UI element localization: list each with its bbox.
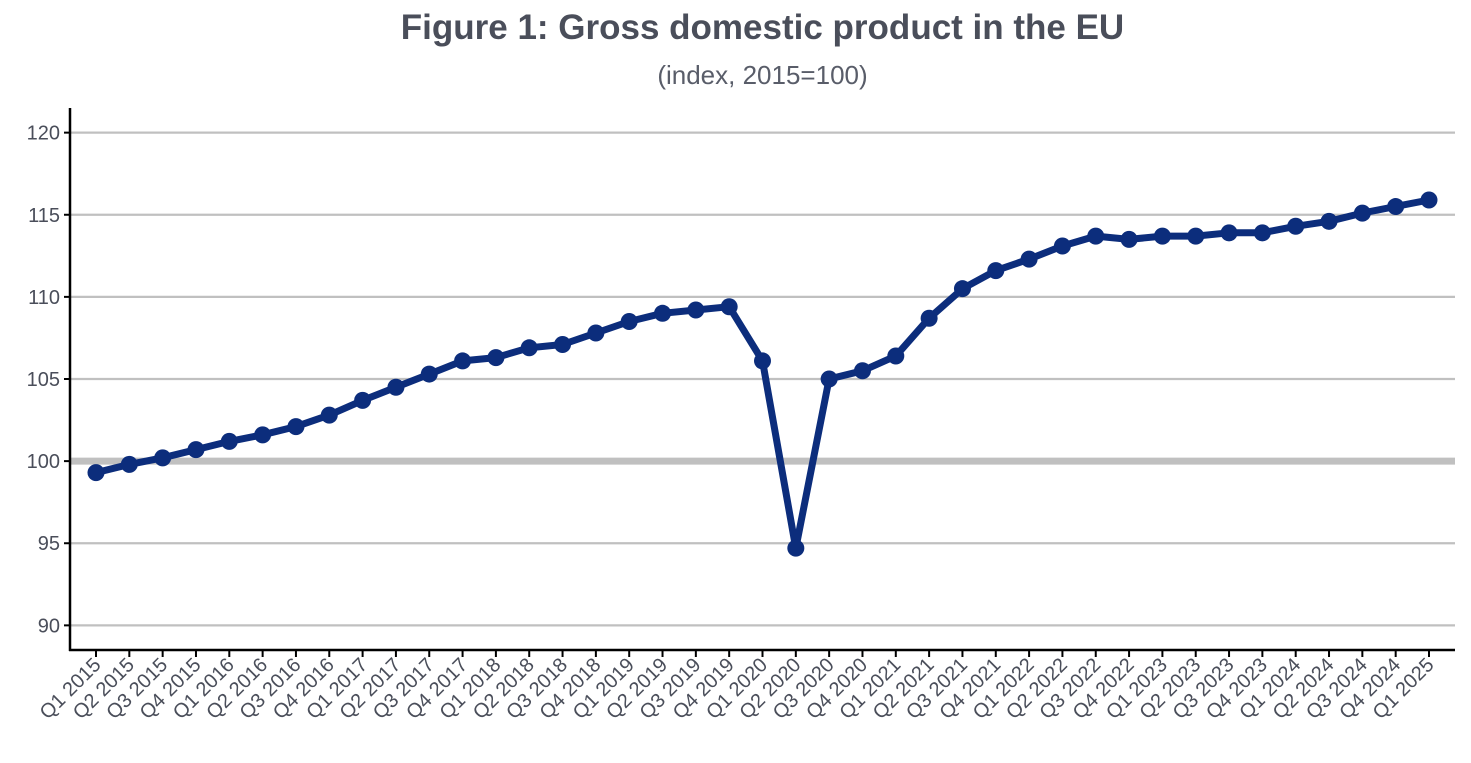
data-point [1253, 224, 1271, 242]
data-point [220, 432, 238, 450]
y-tick-label: 100 [27, 451, 60, 473]
data-point [1053, 237, 1071, 255]
data-point [1153, 227, 1171, 245]
data-point [1287, 217, 1305, 235]
data-point [520, 339, 538, 357]
data-point [1020, 250, 1038, 268]
data-point [1387, 198, 1405, 216]
chart-subtitle: (index, 2015=100) [657, 60, 868, 90]
data-point [820, 370, 838, 388]
data-point [287, 418, 305, 436]
data-point [387, 378, 405, 396]
data-point [754, 352, 771, 370]
chart-title: Figure 1: Gross domestic product in the … [400, 8, 1125, 47]
data-point [1120, 230, 1138, 248]
data-point [620, 313, 638, 331]
data-point [1087, 227, 1105, 245]
data-point [120, 455, 138, 473]
data-point [454, 352, 472, 370]
data-point [687, 301, 705, 319]
y-tick-label: 95 [38, 533, 60, 555]
axes [64, 108, 1455, 657]
data-point [254, 426, 272, 444]
data-point [87, 464, 105, 482]
data-point [154, 449, 172, 467]
y-tick-labels: 90 95 100 105 110 115 120 [27, 123, 60, 638]
data-point [853, 362, 871, 380]
data-point [1320, 212, 1338, 230]
data-point [587, 324, 605, 342]
series [87, 191, 1438, 557]
data-point [953, 280, 971, 298]
y-tick-label: 105 [27, 369, 60, 391]
data-point [487, 349, 505, 367]
y-tick-label: 115 [28, 205, 60, 227]
data-point [787, 539, 805, 557]
data-point [720, 298, 738, 316]
series-line [92, 196, 1433, 552]
data-point [887, 347, 905, 365]
data-point [420, 365, 438, 383]
y-tick-label: 90 [38, 615, 60, 637]
data-point [354, 391, 372, 409]
y-tick-label: 120 [27, 123, 60, 145]
data-point [987, 262, 1005, 280]
data-point [1187, 227, 1205, 245]
data-point [187, 441, 205, 459]
data-point [1220, 224, 1238, 242]
data-point [320, 406, 338, 424]
data-point [1420, 191, 1438, 209]
data-point [554, 336, 572, 354]
data-point [1353, 204, 1371, 222]
data-point [920, 309, 938, 327]
gridlines [70, 131, 1455, 627]
data-point [654, 304, 672, 322]
y-tick-label: 110 [28, 287, 60, 309]
